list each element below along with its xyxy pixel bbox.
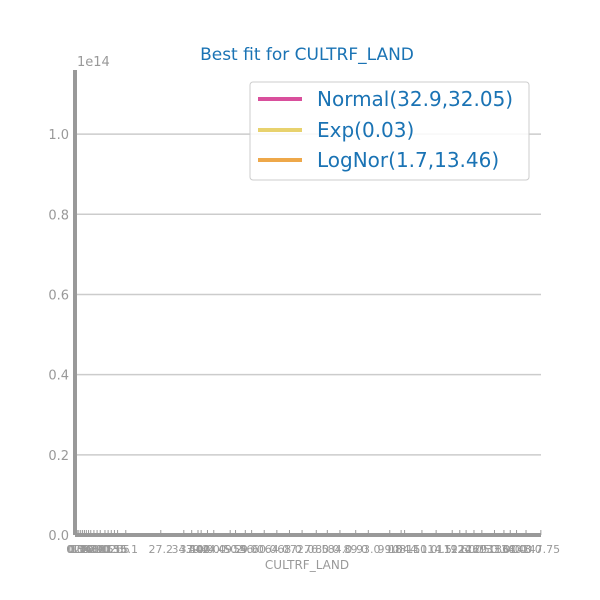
x-tick-label: 1.2 bbox=[70, 543, 88, 556]
y-ticks: 0.0 0.2 0.4 0.6 0.8 1.0 bbox=[48, 128, 69, 544]
x-tick-label: 93.0 bbox=[356, 543, 381, 556]
legend-frame bbox=[249, 81, 530, 181]
axes bbox=[73, 70, 541, 537]
x-tick-label: 80.0 bbox=[315, 543, 340, 556]
x-tick-label: 133.0 bbox=[479, 543, 511, 556]
x-axis-label: CULTRF_LAND bbox=[265, 558, 349, 572]
y-tick-label: 0.2 bbox=[48, 449, 69, 464]
x-tick-label: 143.0 bbox=[510, 543, 542, 556]
x-tick-label: 10.5 bbox=[96, 543, 121, 556]
x-tick-label: 126.5 bbox=[458, 543, 490, 556]
x-tick-label: 4.3 bbox=[80, 543, 98, 556]
x-ticks: 0.00.30.71.21.82.43.03.64.35.06.07.08.09… bbox=[66, 530, 560, 556]
x-tick-label: 138.0 bbox=[494, 543, 526, 556]
x-tick-label: 84.0 bbox=[328, 543, 353, 556]
x-tick-label: 104.5 bbox=[389, 543, 421, 556]
y-tick-label: 0.4 bbox=[48, 369, 69, 384]
x-tick-label: 5.0 bbox=[82, 543, 100, 556]
y-tick-label: 0.8 bbox=[48, 208, 69, 223]
x-tick-label: 122.0 bbox=[444, 543, 476, 556]
x-tick-label: 27.2 bbox=[149, 543, 174, 556]
legend-label-lognor: LogNor(1.7,13.46) bbox=[317, 148, 499, 172]
x-tick-label: 3.0 bbox=[76, 543, 94, 556]
y-tick-label: 0.0 bbox=[48, 529, 69, 544]
x-tick-label: 3.6 bbox=[78, 543, 96, 556]
x-tick-label: 0.7 bbox=[68, 543, 86, 556]
x-tick-label: 39.0 bbox=[186, 543, 211, 556]
legend-label-normal: Normal(32.9,32.05) bbox=[317, 87, 513, 111]
legend-label-exp: Exp(0.03) bbox=[317, 118, 414, 142]
y-tick-label: 1.0 bbox=[48, 128, 69, 143]
x-tick-label: 72.0 bbox=[290, 543, 315, 556]
x-tick-label: 110.0 bbox=[406, 543, 438, 556]
x-tick-label: 60.0 bbox=[252, 543, 277, 556]
x-tick-label: 49.2 bbox=[218, 543, 243, 556]
x-tick-label: 42.0 bbox=[195, 543, 220, 556]
x-tick-label: 103.4 bbox=[385, 543, 417, 556]
x-tick-label: 12.5 bbox=[102, 543, 127, 556]
x-tick-label: 2.4 bbox=[74, 543, 92, 556]
x-tick-label: 89.0 bbox=[343, 543, 368, 556]
x-tick-label: 50.9 bbox=[223, 543, 248, 556]
x-tick-label: 54.0 bbox=[233, 543, 258, 556]
x-tick-label: 13.5 bbox=[105, 543, 130, 556]
x-tick-label: 129.0 bbox=[466, 543, 498, 556]
x-tick-label: 119.6 bbox=[436, 543, 468, 556]
grid-lines bbox=[75, 133, 541, 456]
x-tick-label: 37.0 bbox=[179, 543, 204, 556]
legend: Normal(32.9,32.05) Exp(0.03) LogNor(1.7,… bbox=[249, 81, 530, 181]
x-tick-label: 8.0 bbox=[91, 543, 109, 556]
x-tick-label: 124.0 bbox=[450, 543, 482, 556]
x-tick-label: 9.5 bbox=[96, 543, 114, 556]
x-tick-label: 114.5 bbox=[420, 543, 452, 556]
y-offset-label: 1e14 bbox=[77, 55, 110, 70]
x-tick-label: 40.0 bbox=[189, 543, 214, 556]
x-tick-label: 34.5 bbox=[172, 543, 197, 556]
x-tick-label: 140.0 bbox=[501, 543, 533, 556]
chart-title: Best fit for CULTRF_LAND bbox=[200, 45, 414, 65]
x-tick-label: 76.5 bbox=[304, 543, 329, 556]
x-tick-label: 16.1 bbox=[114, 543, 139, 556]
x-tick-label: 11.5 bbox=[99, 543, 124, 556]
x-tick-label: 6.0 bbox=[85, 543, 103, 556]
x-tick-label: 44.0 bbox=[202, 543, 227, 556]
x-tick-label: 68.0 bbox=[277, 543, 302, 556]
x-tick-label: 1.8 bbox=[72, 543, 90, 556]
x-tick-label: 99.8 bbox=[378, 543, 403, 556]
y-tick-label: 0.6 bbox=[48, 288, 69, 303]
x-tick-label: 64.0 bbox=[265, 543, 290, 556]
x-tick-label: 136.0 bbox=[488, 543, 520, 556]
x-tick-label: 7.0 bbox=[88, 543, 106, 556]
x-tick-label: 56.0 bbox=[239, 543, 264, 556]
x-tick-label: 0.3 bbox=[67, 543, 85, 556]
x-tick-label: 147.75 bbox=[522, 543, 561, 556]
x-tick-label: 0.0 bbox=[66, 543, 84, 556]
